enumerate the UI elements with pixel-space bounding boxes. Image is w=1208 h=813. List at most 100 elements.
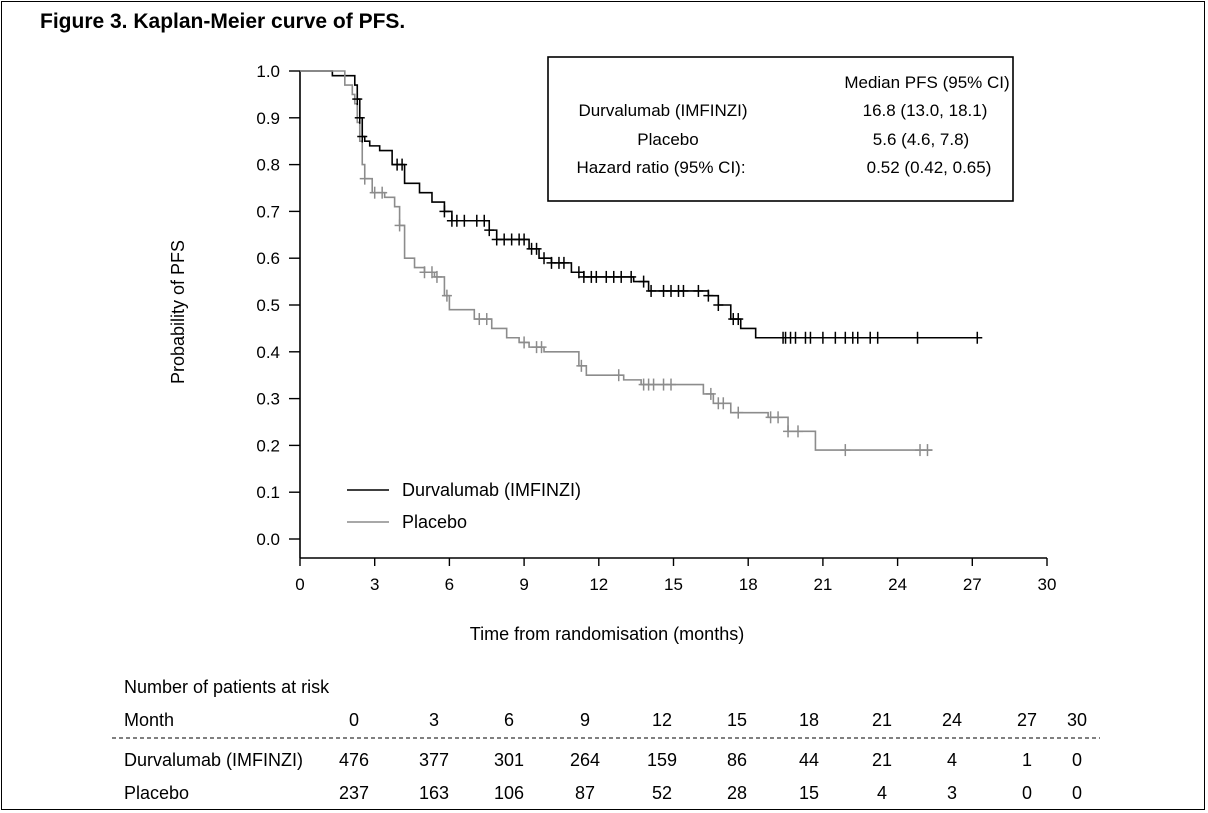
- durvalumab-censor-mark: [616, 270, 627, 283]
- summary-header: Median PFS (95% CI): [844, 73, 1009, 92]
- durvalumab-censor-mark: [678, 284, 689, 297]
- x-tick-label: 6: [445, 575, 454, 594]
- risk-cell-placebo: 87: [575, 783, 595, 803]
- durvalumab-censor-mark: [558, 256, 569, 269]
- x-axis-title: Time from randomisation (months): [470, 624, 744, 644]
- durvalumab-censor-mark: [397, 158, 408, 171]
- durvalumab-censor-mark: [817, 331, 828, 344]
- y-tick-label: 0.4: [256, 343, 280, 362]
- summary-box-border: [547, 56, 1014, 202]
- durvalumab-censor-mark: [352, 93, 363, 106]
- legend: Durvalumab (IMFINZI) Placebo: [347, 480, 581, 532]
- placebo-censor-mark: [613, 369, 624, 382]
- chart-axes: 0 3 6 9 12 15 18 21 24 27 30 0.0 0.1 0.2 0.3 0.4 0.5 0.6 0…: [256, 62, 1056, 594]
- risk-cell-durvalumab: 86: [727, 750, 747, 770]
- risk-cell-durvalumab: 301: [494, 750, 524, 770]
- risk-month-header: 21: [872, 710, 892, 730]
- x-tick-label: 15: [664, 575, 683, 594]
- risk-table-month-label: Month: [124, 710, 174, 730]
- x-tick-label: 30: [1038, 575, 1057, 594]
- placebo-censor-mark: [718, 397, 729, 410]
- x-tick-label: 3: [370, 575, 379, 594]
- y-tick-label: 1.0: [256, 62, 280, 81]
- risk-row-label-placebo: Placebo: [124, 783, 189, 803]
- durvalumab-censor-mark: [539, 252, 550, 265]
- placebo-censor-mark: [519, 336, 530, 349]
- summary-value-durvalumab: 16.8 (13.0, 18.1): [863, 101, 988, 120]
- placebo-censor-mark: [783, 425, 794, 438]
- risk-month-header: 27: [1017, 710, 1037, 730]
- placebo-censor-mark: [793, 425, 803, 438]
- durvalumab-censor-mark: [519, 233, 530, 246]
- risk-month-header: 6: [504, 710, 514, 730]
- placebo-censor-mark: [441, 289, 452, 302]
- risk-cell-placebo: 4: [877, 783, 887, 803]
- risk-cell-durvalumab: 159: [647, 750, 677, 770]
- x-tick-label: 27: [963, 575, 982, 594]
- placebo-censor-mark: [394, 219, 405, 232]
- risk-cell-durvalumab: 44: [799, 750, 819, 770]
- durvalumab-censor-mark: [872, 331, 883, 344]
- durvalumab-censor-mark: [439, 205, 450, 218]
- durvalumab-censor-mark: [703, 289, 714, 302]
- y-tick-label: 0.5: [256, 296, 280, 315]
- median-pfs-box: Median PFS (95% CI) Durvalumab (IMFINZI)…: [547, 56, 1014, 202]
- summary-value-placebo: 5.6 (4.6, 7.8): [873, 130, 969, 149]
- placebo-censor-mark: [666, 378, 677, 391]
- x-tick-label: 18: [739, 575, 758, 594]
- risk-month-header: 15: [727, 710, 747, 730]
- legend-label-durvalumab: Durvalumab (IMFINZI): [402, 480, 581, 500]
- y-tick-label: 0.6: [256, 249, 280, 268]
- risk-cell-durvalumab: 21: [872, 750, 892, 770]
- risk-cell-placebo: 52: [652, 783, 672, 803]
- y-tick-label: 0.3: [256, 390, 280, 409]
- censor-marks: [352, 93, 983, 457]
- y-tick-label: 0.2: [256, 436, 280, 455]
- summary-label-placebo: Placebo: [637, 130, 698, 149]
- placebo-km-curve: [300, 70, 933, 451]
- risk-month-header: 0: [349, 710, 359, 730]
- placebo-censor-mark: [576, 359, 587, 372]
- risk-cell-durvalumab: 1: [1022, 750, 1032, 770]
- summary-label-durvalumab: Durvalumab (IMFINZI): [578, 101, 747, 120]
- risk-month-header: 30: [1067, 710, 1087, 730]
- durvalumab-censor-mark: [693, 284, 704, 297]
- y-tick-label: 0.1: [256, 483, 280, 502]
- risk-cell-durvalumab: 476: [339, 750, 369, 770]
- risk-cell-placebo: 0: [1022, 783, 1032, 803]
- durvalumab-censor-mark: [484, 224, 495, 237]
- placebo-censor-mark: [705, 387, 716, 400]
- durvalumab-censor-mark: [626, 270, 637, 283]
- durvalumab-censor-mark: [713, 299, 724, 311]
- risk-cell-durvalumab: 264: [570, 750, 600, 770]
- durvalumab-censor-mark: [591, 270, 602, 283]
- placebo-censor-mark: [733, 406, 744, 419]
- summary-label-hazard: Hazard ratio (95% CI):: [576, 158, 745, 177]
- risk-cell-placebo: 0: [1072, 783, 1082, 803]
- durvalumab-censor-mark: [733, 313, 744, 326]
- placebo-censor-mark: [359, 172, 370, 185]
- risk-cell-placebo: 28: [727, 783, 747, 803]
- risk-cell-placebo: 237: [339, 783, 369, 803]
- durvalumab-censor-mark: [459, 214, 470, 227]
- risk-row-label-durvalumab: Durvalumab (IMFINZI): [124, 750, 303, 770]
- placebo-censor-mark: [648, 378, 659, 391]
- placebo-censor-mark: [431, 270, 442, 283]
- durvalumab-censor-mark: [646, 284, 657, 297]
- risk-cell-durvalumab: 0: [1072, 750, 1082, 770]
- summary-value-hazard: 0.52 (0.42, 0.65): [867, 158, 992, 177]
- x-tick-label: 9: [519, 575, 528, 594]
- risk-table: Number of patients at risk Month Durvalu…: [112, 677, 1100, 803]
- risk-month-header: 24: [942, 710, 962, 730]
- placebo-censor-mark: [536, 341, 547, 354]
- placebo-censor-mark: [840, 444, 851, 457]
- durvalumab-censor-mark: [357, 130, 368, 143]
- durvalumab-censor-mark: [912, 331, 923, 344]
- risk-cell-placebo: 106: [494, 783, 524, 803]
- y-tick-label: 0.8: [256, 156, 280, 175]
- durvalumab-censor-mark: [830, 331, 841, 344]
- durvalumab-censor-mark: [354, 111, 365, 124]
